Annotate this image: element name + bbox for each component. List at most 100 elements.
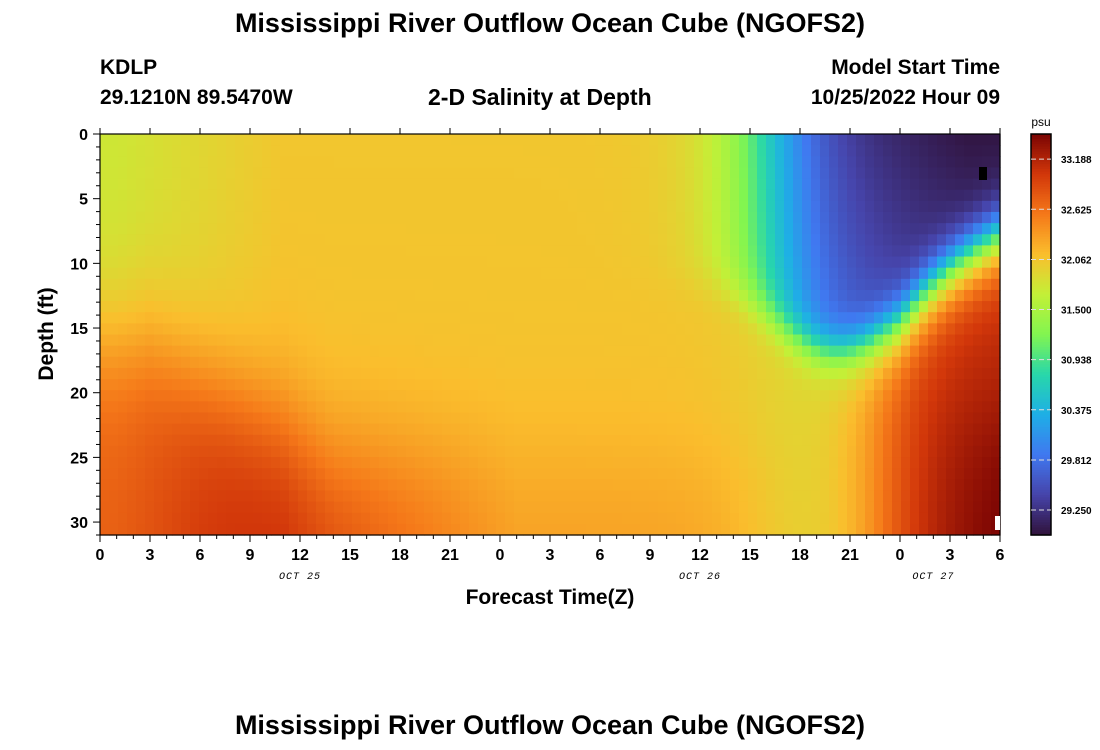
heatmap-cell xyxy=(271,211,281,224)
heatmap-cell xyxy=(226,178,236,191)
heatmap-cell xyxy=(478,256,488,269)
heatmap-cell xyxy=(721,379,731,391)
heatmap-cell xyxy=(271,256,281,269)
heatmap-cell xyxy=(847,367,857,380)
heatmap-cell xyxy=(631,445,641,458)
heatmap-cell xyxy=(541,278,551,291)
heatmap-cell xyxy=(793,178,803,191)
heatmap-cell xyxy=(469,267,479,280)
heatmap-cell xyxy=(388,289,398,302)
heatmap-cell xyxy=(703,312,713,324)
heatmap-cell xyxy=(361,434,371,447)
heatmap-cell xyxy=(361,512,371,525)
heatmap-cell xyxy=(883,457,893,469)
colorbar-segment xyxy=(1031,146,1051,150)
heatmap-cell xyxy=(550,423,560,436)
heatmap-cell xyxy=(100,401,110,414)
heatmap-cell xyxy=(982,312,992,324)
heatmap-cell xyxy=(883,334,893,347)
heatmap-cell xyxy=(136,278,146,291)
heatmap-cell xyxy=(478,178,488,191)
heatmap-cell xyxy=(586,312,596,324)
heatmap-cell xyxy=(604,490,614,503)
heatmap-cell xyxy=(964,278,974,291)
heatmap-cell xyxy=(154,434,164,447)
heatmap-cell xyxy=(613,468,623,480)
heatmap-cell xyxy=(964,234,974,246)
heatmap-cell xyxy=(586,178,596,191)
heatmap-cell xyxy=(145,234,155,246)
colorbar-segment xyxy=(1031,149,1051,153)
heatmap-cell xyxy=(964,200,974,213)
heatmap-cell xyxy=(586,390,596,402)
heatmap-cell xyxy=(532,468,542,480)
heatmap-cell xyxy=(595,390,605,402)
heatmap-cell xyxy=(685,468,695,480)
heatmap-cell xyxy=(919,334,929,347)
heatmap-cell xyxy=(145,412,155,425)
heatmap-cell xyxy=(820,412,830,425)
heatmap-cell xyxy=(919,223,929,235)
heatmap-cell xyxy=(397,178,407,191)
colorbar-segment xyxy=(1031,522,1051,526)
heatmap-cell xyxy=(505,523,515,536)
heatmap-cell xyxy=(739,234,749,246)
heatmap-cell xyxy=(829,468,839,480)
heatmap-cell xyxy=(361,390,371,402)
heatmap-cell xyxy=(235,457,245,469)
heatmap-cell xyxy=(703,200,713,213)
heatmap-cell xyxy=(631,412,641,425)
heatmap-cell xyxy=(982,223,992,235)
heatmap-cell xyxy=(388,256,398,269)
colorbar-segment xyxy=(1031,249,1051,253)
heatmap-cell xyxy=(307,156,317,169)
heatmap-cell xyxy=(253,445,263,458)
heatmap-cell xyxy=(199,200,209,213)
heatmap-cell xyxy=(766,267,776,280)
heatmap-cell xyxy=(820,356,830,369)
heatmap-cell xyxy=(550,390,560,402)
heatmap-cell xyxy=(640,200,650,213)
heatmap-cell xyxy=(532,457,542,469)
heatmap-cell xyxy=(577,334,587,347)
heatmap-cell xyxy=(892,189,902,202)
heatmap-cell xyxy=(856,301,866,313)
heatmap-cell xyxy=(856,134,866,146)
heatmap-cell xyxy=(865,501,875,514)
heatmap-cell xyxy=(964,490,974,503)
colorbar-segment xyxy=(1031,382,1051,386)
heatmap-cell xyxy=(343,479,353,492)
heatmap-cell xyxy=(505,501,515,514)
heatmap-cell xyxy=(640,390,650,402)
heatmap-cell xyxy=(964,401,974,414)
heatmap-cell xyxy=(253,267,263,280)
heatmap-cell xyxy=(712,356,722,369)
colorbar-segment xyxy=(1031,392,1051,396)
heatmap-cell xyxy=(991,234,1001,246)
heatmap-cell xyxy=(271,523,281,536)
heatmap-cell xyxy=(145,156,155,169)
heatmap-cell xyxy=(370,145,380,157)
heatmap-cell xyxy=(226,434,236,447)
colorbar-segment xyxy=(1031,492,1051,496)
heatmap-cell xyxy=(523,234,533,246)
heatmap-cell xyxy=(388,379,398,391)
heatmap-cell xyxy=(550,223,560,235)
heatmap-cell xyxy=(892,278,902,291)
heatmap-cell xyxy=(433,412,443,425)
heatmap-cell xyxy=(397,468,407,480)
heatmap-cell xyxy=(505,301,515,313)
heatmap-cell xyxy=(757,289,767,302)
heatmap-cell xyxy=(568,134,578,146)
heatmap-cell xyxy=(352,278,362,291)
colorbar-tick-label: 29.812 xyxy=(1061,456,1092,467)
heatmap-cell xyxy=(514,278,524,291)
heatmap-cell xyxy=(946,501,956,514)
heatmap-cell xyxy=(343,245,353,258)
heatmap-cell xyxy=(361,145,371,157)
colorbar-segment xyxy=(1031,499,1051,504)
heatmap-cell xyxy=(460,234,470,246)
heatmap-cell xyxy=(379,412,389,425)
heatmap-cell xyxy=(829,434,839,447)
heatmap-cell xyxy=(883,156,893,169)
